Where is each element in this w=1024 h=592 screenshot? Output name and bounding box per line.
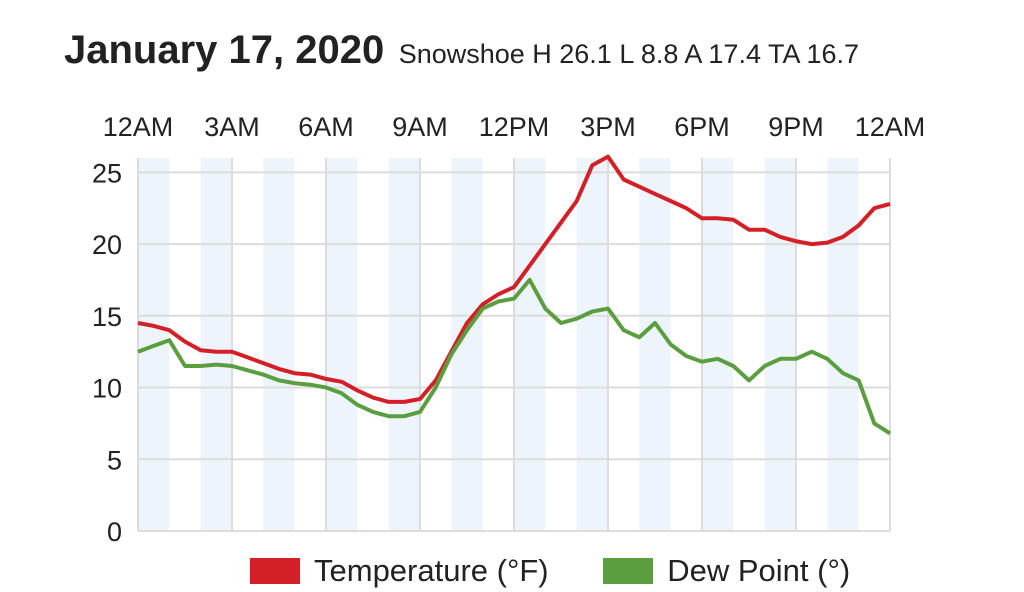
y-tick-label: 10 (92, 374, 122, 404)
hour-band (326, 158, 358, 531)
legend-item-dew-point: Dew Point (°) (603, 553, 850, 589)
chart-date-title: January 17, 2020 (64, 28, 385, 72)
x-tick-label: 6AM (298, 112, 354, 142)
hour-band (200, 158, 232, 531)
x-tick-label: 12AM (103, 112, 174, 142)
legend-swatch-temperature (250, 558, 300, 584)
x-tick-label: 3PM (580, 112, 636, 142)
legend-label-temperature: Temperature (°F) (314, 553, 549, 588)
y-tick-label: 20 (92, 230, 122, 260)
y-tick-label: 0 (107, 517, 122, 547)
legend-item-temperature: Temperature (°F) (250, 553, 549, 589)
hour-band (576, 158, 608, 531)
hour-band (514, 158, 546, 531)
hour-band (764, 158, 796, 531)
legend-swatch-dew-point (603, 558, 654, 584)
hour-band (827, 158, 859, 531)
temperature-line (137, 154, 891, 404)
x-axis-tick-labels: 12AM 3AM 6AM 9AM 12PM 3PM 6PM 9PM 12AM (103, 112, 926, 142)
x-tick-label: 9AM (392, 112, 448, 142)
x-tick-label: 3AM (204, 112, 260, 142)
hour-band (388, 158, 420, 531)
y-tick-label: 25 (92, 158, 122, 188)
x-tick-label: 6PM (674, 112, 730, 142)
chart-legend: Temperature (°F) Dew Point (°) (250, 553, 896, 592)
y-tick-label: 5 (107, 445, 122, 475)
grid-lines (137, 158, 891, 532)
hour-band (263, 158, 295, 531)
plot-background-bands (138, 158, 859, 531)
x-tick-label: 9PM (768, 112, 824, 142)
dew-point-line (137, 277, 892, 436)
hour-band (639, 158, 671, 531)
chart-summary-subtitle: Snowshoe H 26.1 L 8.8 A 17.4 TA 16.7 (398, 39, 860, 69)
y-axis-tick-labels: 0 5 10 15 20 25 (92, 158, 122, 547)
x-tick-label: 12AM (855, 112, 926, 142)
y-tick-label: 15 (92, 302, 122, 332)
series-lines (137, 154, 892, 436)
legend-label-dew-point: Dew Point (°) (667, 553, 851, 588)
hour-band (702, 158, 734, 531)
x-tick-label: 12PM (479, 112, 550, 142)
chart-title-row: January 17, 2020 Snowshoe H 26.1 L 8.8 A… (64, 28, 859, 73)
